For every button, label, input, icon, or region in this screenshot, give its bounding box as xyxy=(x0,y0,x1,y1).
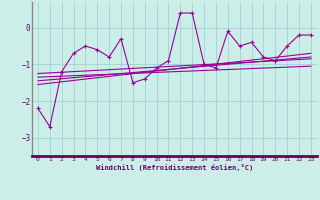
X-axis label: Windchill (Refroidissement éolien,°C): Windchill (Refroidissement éolien,°C) xyxy=(96,164,253,171)
